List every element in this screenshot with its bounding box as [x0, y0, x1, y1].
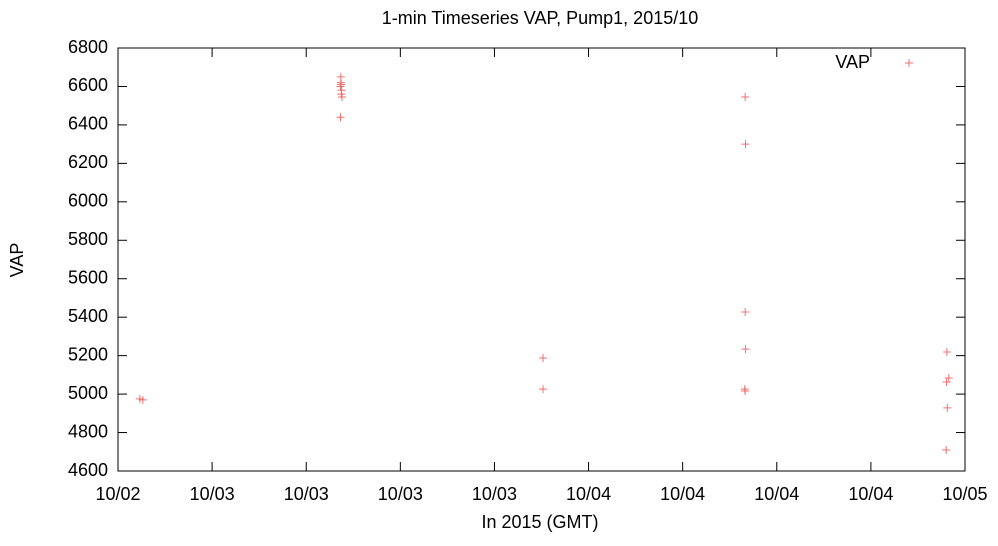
point [942, 377, 951, 386]
point [741, 93, 750, 102]
y-tick-label: 5800 [68, 229, 108, 249]
x-axis-label: In 2015 (GMT) [481, 512, 598, 532]
y-tick-label: 6800 [68, 37, 108, 57]
point [336, 82, 345, 91]
x-tick-label: 10/03 [378, 484, 423, 504]
x-tick-label: 10/03 [284, 484, 329, 504]
legend-marker [905, 59, 913, 67]
point [539, 353, 548, 362]
point [942, 347, 951, 356]
y-tick-label: 6600 [68, 75, 108, 95]
point [741, 387, 750, 396]
point [741, 307, 750, 316]
y-tick-label: 4800 [68, 421, 108, 441]
plot-frame [117, 47, 966, 472]
chart-title: 1-min Timeseries VAP, Pump1, 2015/10 [382, 8, 699, 28]
x-tick-label: 10/04 [566, 484, 611, 504]
x-tick-label: 10/03 [472, 484, 517, 504]
point [741, 140, 750, 149]
y-tick-label: 5000 [68, 383, 108, 403]
point [944, 373, 953, 382]
x-tick-label: 10/05 [942, 484, 987, 504]
point [741, 345, 750, 354]
point [539, 385, 548, 394]
point [943, 403, 952, 412]
point [942, 446, 951, 455]
legend-label: VAP [835, 52, 870, 72]
point [138, 395, 147, 404]
y-tick-label: 5600 [68, 267, 108, 287]
x-tick-label: 10/03 [190, 484, 235, 504]
point [336, 113, 345, 122]
y-tick-label: 4600 [68, 460, 108, 480]
y-axis-label: VAP [7, 243, 27, 278]
y-tick-label: 6000 [68, 191, 108, 211]
y-tick-label: 6400 [68, 114, 108, 134]
y-tick-label: 5200 [68, 344, 108, 364]
x-tick-label: 10/04 [754, 484, 799, 504]
y-tick-label: 6200 [68, 152, 108, 172]
x-tick-label: 10/02 [95, 484, 140, 504]
y-tick-label: 5400 [68, 306, 108, 326]
x-tick-label: 10/04 [848, 484, 893, 504]
point [337, 93, 346, 102]
x-tick-label: 10/04 [660, 484, 705, 504]
